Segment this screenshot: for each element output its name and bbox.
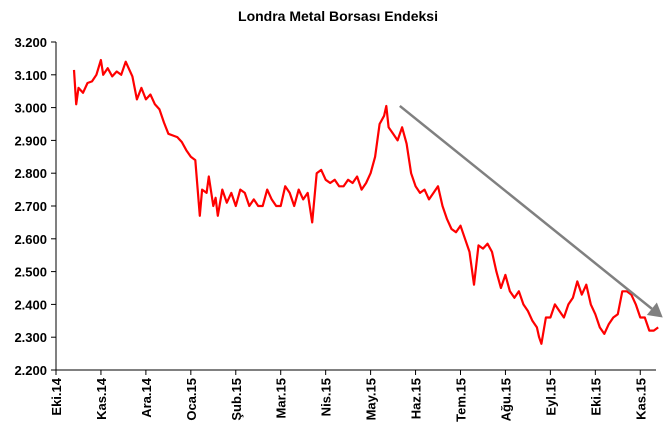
- y-tick-label: 2.800: [14, 166, 47, 181]
- x-tick-label: Ara.14: [139, 377, 154, 418]
- y-tick-label: 2.400: [14, 297, 47, 312]
- y-axis: 3.200 3.100 3.000 2.900 2.800 2.700 2.600 2.500…: [14, 35, 57, 378]
- y-tick-label: 2.200: [14, 363, 47, 378]
- x-tick-label: Haz.15: [409, 378, 424, 419]
- x-tick-label: Kas.14: [94, 377, 109, 420]
- trend-arrow-shaft: [399, 104, 653, 310]
- x-tick-label: Mar.15: [274, 378, 289, 418]
- x-tick-label: Tem.15: [453, 378, 468, 422]
- x-tick-label: Ağu.15: [498, 378, 513, 421]
- y-tick-label: 3.100: [14, 68, 47, 83]
- x-axis: Eki.14 Kas.14 Ara.14 Oca.15 Şub.15 Mar.15 Nis.…: [49, 369, 656, 422]
- series-line-0: [72, 58, 659, 345]
- x-tick-label: Eyl.15: [543, 378, 558, 416]
- y-tick-label: 2.500: [14, 265, 47, 280]
- y-tick-label: 2.300: [14, 330, 47, 345]
- y-tick-label: 2.900: [14, 133, 47, 148]
- x-tick-label: Nis.15: [319, 378, 334, 416]
- y-tick-label: 2.700: [14, 199, 47, 214]
- y-tick-label: 3.200: [14, 35, 47, 50]
- x-tick-label: Eki.15: [588, 378, 603, 416]
- x-tick-label: Oca.15: [184, 378, 199, 421]
- y-tick-label: 2.600: [14, 232, 47, 247]
- x-tick-label: Eki.14: [49, 377, 64, 415]
- x-tick-label: Şub.15: [229, 378, 244, 421]
- x-tick-label: Kas.15: [633, 378, 648, 420]
- chart-title: Londra Metal Borsası Endeksi: [238, 8, 438, 24]
- plot-area: [72, 58, 659, 345]
- x-tick-label: May.15: [364, 378, 379, 420]
- annotations: [399, 104, 663, 318]
- trend-arrow-head: [646, 302, 663, 318]
- y-tick-label: 3.000: [14, 101, 47, 116]
